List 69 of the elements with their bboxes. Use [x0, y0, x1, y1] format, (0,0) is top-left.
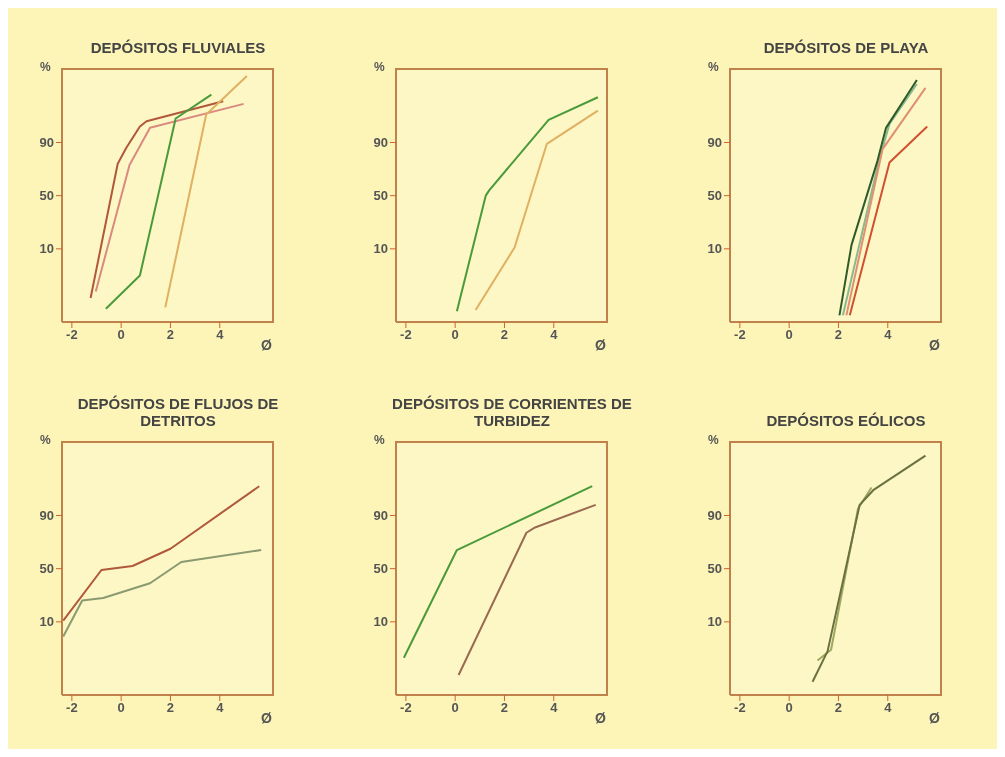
x-tick-label: 0	[785, 699, 793, 715]
line-series	[104, 93, 213, 310]
line-series	[62, 484, 261, 622]
x-tick-label: -2	[734, 699, 746, 715]
y-tick-label: 90	[39, 507, 54, 523]
y-axis-title: %	[708, 60, 719, 74]
x-tick-label: 0	[117, 699, 125, 715]
y-tick-label: 90	[373, 507, 388, 523]
line-series	[811, 454, 927, 683]
line-series	[94, 102, 245, 293]
y-axis-title: %	[374, 60, 385, 74]
line-series	[816, 486, 873, 661]
x-tick-label: 0	[785, 327, 793, 343]
x-tick-label: 2	[834, 327, 843, 343]
x-axis-title: Ø	[929, 337, 941, 353]
x-tick-label: 2	[500, 699, 509, 715]
x-tick-label: -2	[66, 327, 78, 343]
x-tick-label: 0	[451, 327, 459, 343]
x-tick-label: 4	[884, 327, 893, 343]
y-tick-label: 10	[707, 241, 722, 257]
y-tick-label: 10	[373, 613, 388, 629]
y-tick-label: 50	[39, 188, 54, 204]
x-tick-label: 2	[500, 327, 509, 343]
x-axis-title: Ø	[261, 709, 273, 726]
line-series	[474, 109, 599, 312]
y-axis-title: %	[40, 60, 51, 74]
chart-title: DEPÓSITOS DE PLAYA	[763, 39, 929, 56]
x-tick-label: -2	[734, 327, 746, 343]
y-tick-label: 10	[39, 613, 54, 629]
y-tick-label: 90	[707, 507, 722, 523]
x-tick-label: 2	[834, 699, 843, 715]
y-tick-label: 10	[39, 241, 54, 257]
line-series	[62, 548, 263, 637]
x-tick-label: 4	[216, 699, 225, 715]
chart-title: DEPÓSITOS DE FLUJOS DE DETRITOS	[76, 394, 280, 429]
y-tick-label: 10	[373, 241, 388, 257]
y-tick-label: 90	[373, 135, 388, 151]
x-tick-label: 4	[550, 327, 559, 343]
x-tick-label: -2	[400, 327, 412, 343]
y-tick-label: 50	[373, 188, 388, 204]
y-tick-label: 50	[39, 560, 54, 576]
y-tick-label: 50	[707, 188, 722, 204]
x-tick-label: 0	[451, 699, 459, 715]
y-tick-label: 50	[373, 560, 388, 576]
x-tick-label: 0	[117, 327, 125, 343]
y-tick-label: 90	[707, 135, 722, 151]
x-tick-label: 4	[550, 699, 559, 715]
y-axis-title: %	[708, 432, 719, 447]
chart-title: DEPÓSITOS DE CORRIENTES DE TURBIDEZ	[391, 394, 633, 429]
y-axis-title: %	[40, 432, 51, 447]
x-tick-label: 2	[166, 699, 175, 715]
chart-title: DEPÓSITOS EÓLICOS	[766, 411, 926, 429]
x-tick-label: 4	[884, 699, 893, 715]
x-tick-label: -2	[66, 699, 78, 715]
x-axis-title: Ø	[595, 337, 607, 353]
x-axis-title: Ø	[261, 337, 273, 353]
x-axis-title: Ø	[929, 709, 941, 726]
y-tick-label: 10	[707, 613, 722, 629]
chart-title: DEPÓSITOS FLUVIALES	[90, 39, 266, 56]
line-series	[457, 503, 597, 676]
line-series	[455, 96, 599, 313]
x-tick-label: -2	[400, 699, 412, 715]
x-axis-title: Ø	[595, 709, 607, 726]
y-axis-title: %	[374, 432, 385, 447]
y-tick-label: 50	[707, 560, 722, 576]
x-tick-label: 2	[166, 327, 175, 343]
y-tick-label: 90	[39, 135, 54, 151]
line-series	[89, 100, 225, 300]
x-tick-label: 4	[216, 327, 225, 343]
